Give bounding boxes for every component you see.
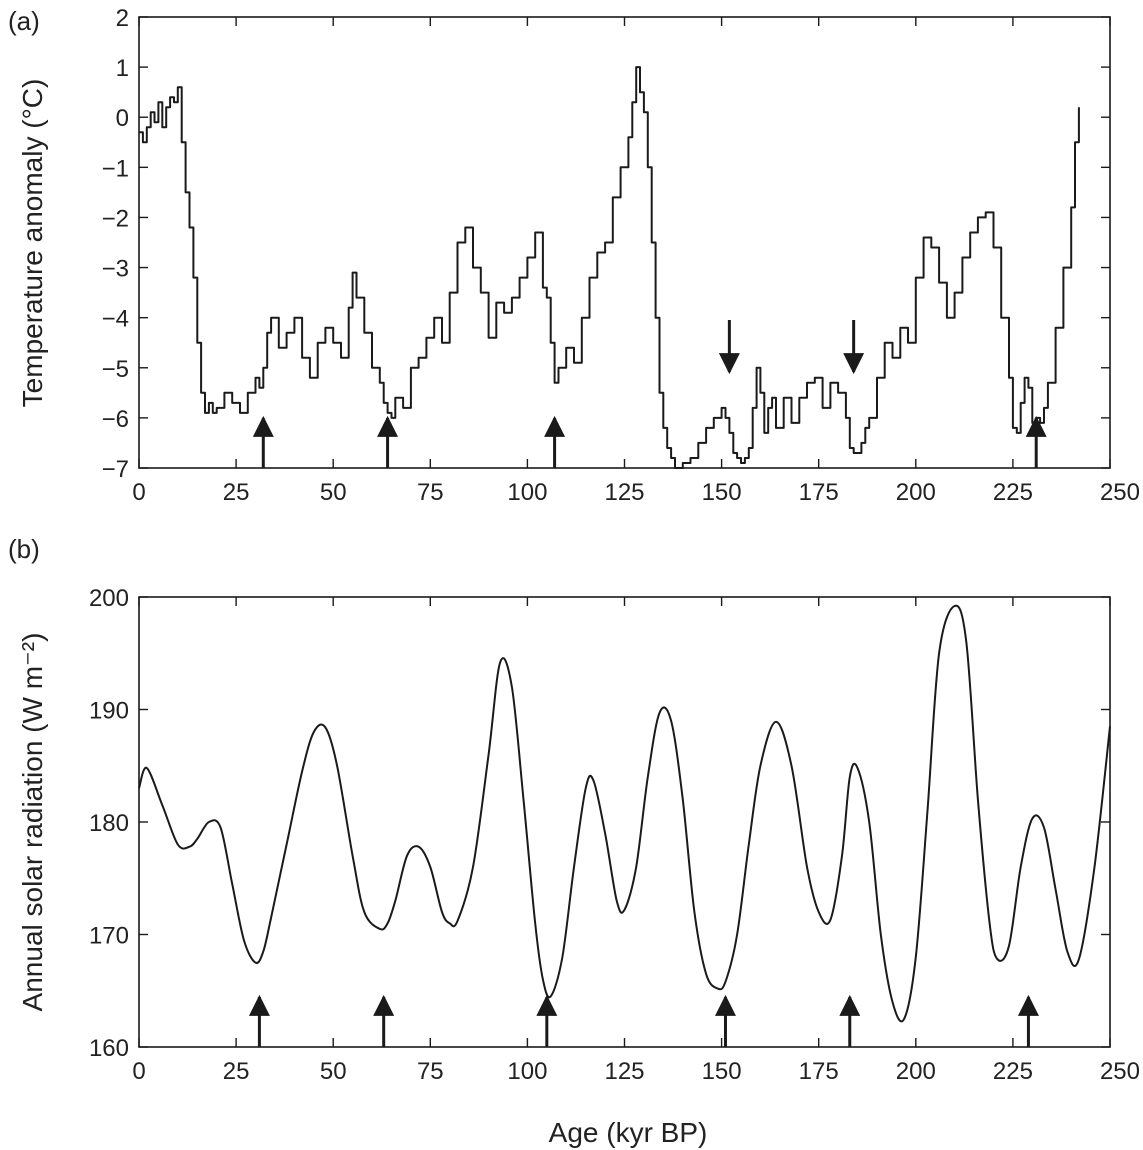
panel-b-x-tick-label: 200: [896, 1058, 936, 1085]
panel-a-y-tick-label: 1: [116, 55, 129, 82]
panel-b-x-tick-label: 25: [223, 1058, 250, 1085]
panel-b-y-axis-label: Annual solar radiation (W m⁻²): [17, 633, 48, 1012]
panel-a-y-tick-label: −6: [102, 406, 129, 433]
panel-a-frame: [138, 16, 1111, 469]
panel-b-solar-radiation-chart: (b) Annual solar radiation (W m⁻²) 0 25 50…: [8, 534, 1140, 1085]
panel-a-x-tick-label: 100: [507, 479, 547, 506]
panel-b-x-tick-label: 125: [604, 1058, 644, 1085]
panel-a-x-tick-label: 125: [604, 479, 644, 506]
x-axis-label: Age (kyr BP): [549, 1117, 708, 1148]
panel-a-plot-area: 0 25 50 75 100 125 150 175 200 225 250 2 1 0 −1 −2 −3 −4 −…: [102, 5, 1140, 506]
panel-a-y-tick-label: −3: [102, 256, 129, 283]
panel-b-y-tick-label: 170: [89, 923, 129, 950]
panel-b-y-tick-label: 190: [89, 698, 129, 725]
panel-a-x-tick-label: 250: [1100, 479, 1140, 506]
panel-a-y-tick-label: −2: [102, 205, 129, 232]
panel-a-x-tick-label: 200: [896, 479, 936, 506]
panel-a-series-line: [139, 66, 1080, 469]
panel-b-frame: [138, 596, 1111, 1048]
panel-a-y-tick-label: 0: [116, 105, 129, 132]
panel-b-label: (b): [8, 534, 40, 564]
panel-b-x-tick-label: 75: [417, 1058, 444, 1085]
panel-a-y-tick-label: 2: [116, 5, 129, 32]
panel-b-y-tick-label: 180: [89, 810, 129, 837]
panel-a-x-tick-label: 75: [417, 479, 444, 506]
panel-b-x-tick-label: 250: [1100, 1058, 1140, 1085]
panel-a-x-tick-label: 25: [223, 479, 250, 506]
panel-b-y-tick-label: 160: [89, 1035, 129, 1062]
panel-a-x-tick-label: 175: [799, 479, 839, 506]
panel-a-y-tick-label: −7: [102, 456, 129, 483]
panel-b-plot-area: 0 25 50 75 100 125 150 175 200 225 250 200 190 180 170…: [89, 585, 1140, 1085]
panel-a-y-tick-label: −4: [102, 306, 129, 333]
panel-b-y-tick-label: 200: [89, 585, 129, 612]
panel-a-x-tick-label: 50: [320, 479, 347, 506]
panel-a-x-tick-label: 0: [132, 479, 145, 506]
panel-a-temperature-chart: (a) Temperature anomaly (°C) 0 25 50 75 100 1…: [8, 5, 1140, 506]
panel-b-series-line: [138, 604, 1111, 1023]
panel-a-x-tick-label: 225: [993, 479, 1033, 506]
panel-a-y-tick-label: −5: [102, 356, 129, 383]
panel-a-y-tick-label: −1: [102, 155, 129, 182]
panel-a-label: (a): [8, 6, 40, 36]
panel-a-x-tick-label: 150: [702, 479, 742, 506]
panel-a-y-axis-label: Temperature anomaly (°C): [17, 79, 48, 408]
panel-b-x-tick-label: 0: [132, 1058, 145, 1085]
panel-b-x-tick-label: 50: [320, 1058, 347, 1085]
panel-b-x-tick-label: 100: [507, 1058, 547, 1085]
panel-b-x-tick-label: 175: [799, 1058, 839, 1085]
panel-b-x-tick-label: 150: [702, 1058, 742, 1085]
panel-b-x-tick-label: 225: [993, 1058, 1033, 1085]
